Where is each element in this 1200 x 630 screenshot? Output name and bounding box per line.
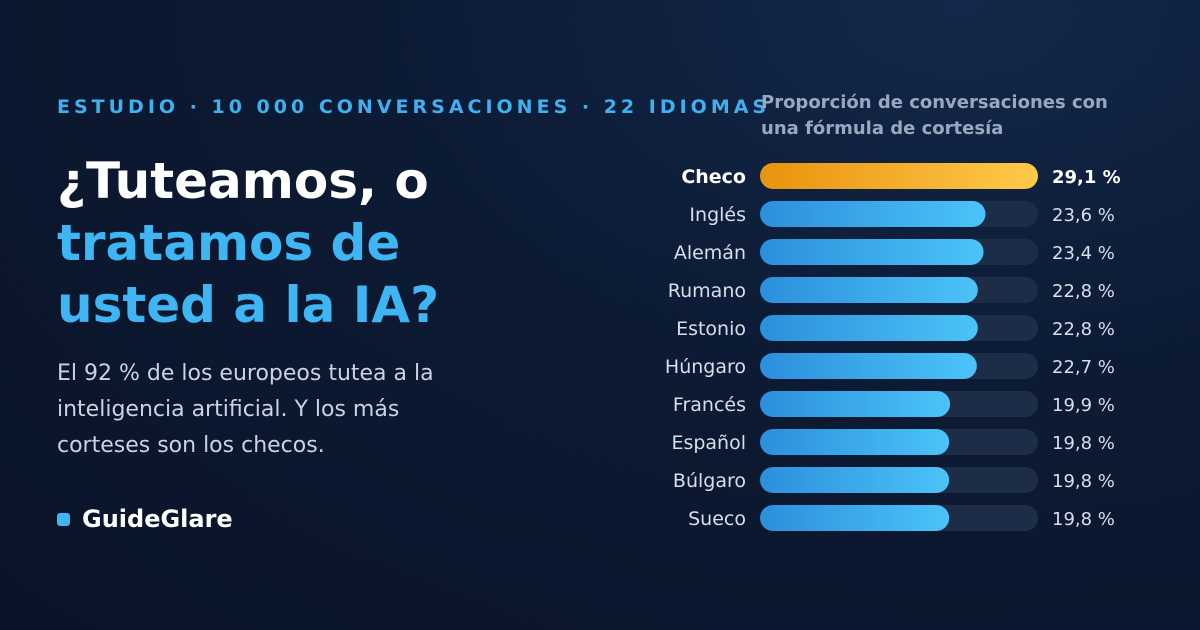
headline: ¿Tuteamos, o tratamos de usted a la IA? [57, 150, 517, 336]
value-label-frances: 19,9 % [1052, 395, 1115, 416]
bar-bulgaro [760, 467, 950, 493]
bar-ingles [760, 201, 986, 227]
value-label-espanol: 19,8 % [1052, 433, 1115, 454]
bar-estonio [760, 315, 978, 341]
brand-square-icon [57, 512, 70, 526]
bar-checo [760, 163, 1038, 189]
category-label-checo: Checo [681, 166, 746, 188]
bar-frances [760, 391, 951, 417]
value-label-hungaro: 22,7 % [1052, 357, 1115, 378]
value-label-estonio: 22,8 % [1052, 319, 1115, 340]
bar-sueco [760, 505, 950, 531]
value-label-checo: 29,1 % [1052, 167, 1121, 188]
headline-line-1: ¿Tuteamos, o [57, 152, 429, 210]
chart-title: Proporción de conversaciones con una fór… [761, 92, 1108, 139]
brand-name: GuideGlare [82, 505, 233, 533]
value-label-aleman: 23,4 % [1052, 243, 1115, 264]
value-label-ingles: 23,6 % [1052, 205, 1115, 226]
category-label-espanol: Español [671, 432, 746, 454]
category-label-aleman: Alemán [674, 242, 746, 264]
eyebrow-text: ESTUDIO · 10 000 CONVERSACIONES · 22 IDI… [57, 96, 771, 118]
bar-aleman [760, 239, 984, 265]
category-label-estonio: Estonio [676, 318, 746, 340]
bar-rumano [760, 277, 978, 303]
category-label-bulgaro: Búlgaro [673, 470, 746, 492]
bar-hungaro [760, 353, 977, 379]
category-label-sueco: Sueco [688, 508, 746, 530]
value-label-sueco: 19,8 % [1052, 509, 1115, 530]
category-label-ingles: Inglés [689, 204, 746, 226]
bar-espanol [760, 429, 950, 455]
headline-line-2: tratamos de usted a la IA? [57, 214, 440, 334]
subheadline: El 92 % de los europeos tutea a la intel… [57, 361, 434, 458]
brand-logo: GuideGlare [57, 505, 233, 533]
category-label-rumano: Rumano [668, 280, 746, 302]
value-label-rumano: 22,8 % [1052, 281, 1115, 302]
category-label-frances: Francés [673, 394, 746, 416]
value-label-bulgaro: 19,8 % [1052, 471, 1115, 492]
category-label-hungaro: Húngaro [665, 356, 746, 378]
